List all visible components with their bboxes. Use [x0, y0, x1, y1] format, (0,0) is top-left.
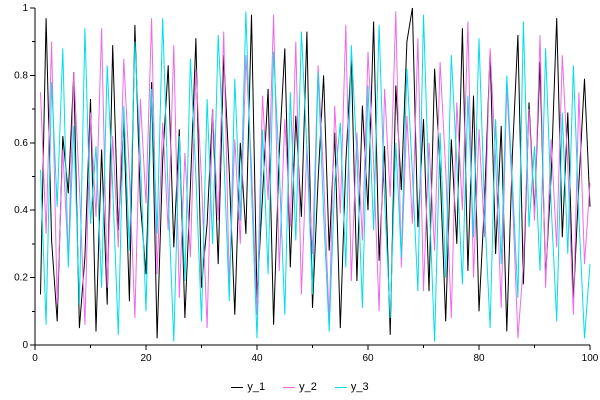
x-tick-label: 60: [362, 353, 374, 364]
x-tick-label: 100: [582, 353, 599, 364]
legend-line-swatch-y3: [334, 387, 347, 388]
legend-line-swatch-y1: [231, 387, 244, 388]
x-tick-label: 0: [32, 353, 38, 364]
series-line-y_3: [40, 11, 591, 342]
y-tick-label: 1: [22, 3, 28, 14]
legend-item-y3: y_3: [334, 381, 369, 393]
x-tick-label: 40: [251, 353, 263, 364]
y-tick-label: 0.6: [14, 138, 28, 149]
x-tick-label: 20: [140, 353, 152, 364]
y-tick-label: 0.2: [14, 273, 28, 284]
series-line-y_2: [40, 11, 591, 339]
legend-label-y1: y_1: [247, 381, 266, 393]
legend-label-y2: y_2: [299, 381, 317, 393]
legend-item-y2: y_2: [283, 382, 317, 393]
y-tick-label: 0: [22, 340, 28, 351]
y-tick-label: 0.4: [14, 205, 28, 216]
chart-legend: y_1 y_2 y_3: [0, 382, 600, 393]
legend-item-y1: y_1: [231, 382, 265, 393]
x-tick-label: 80: [473, 353, 485, 364]
legend-line-swatch-y2: [283, 387, 296, 388]
y-tick-label: 0.8: [14, 70, 28, 81]
legend-label-y3: y_3: [350, 381, 369, 393]
